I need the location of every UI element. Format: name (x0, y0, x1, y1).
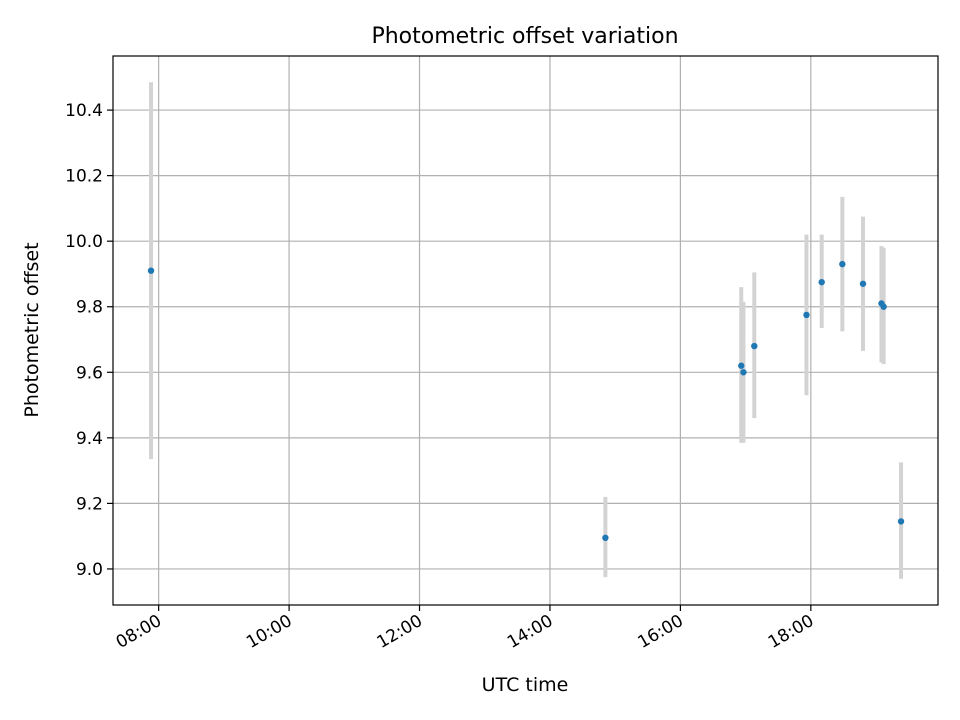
data-point (897, 518, 905, 525)
data-point (738, 362, 745, 369)
data-point (803, 311, 810, 319)
chart-title: Photometric offset variation (371, 24, 678, 49)
data-point (880, 303, 887, 310)
x-axis-label: UTC time (482, 674, 569, 696)
y-axis-label: Photometric offset (21, 242, 43, 417)
plot-frame (112, 55, 939, 606)
data-points (147, 260, 905, 542)
data-point (147, 267, 155, 274)
y-tick-label: 10.0 (65, 232, 103, 252)
data-point (859, 280, 867, 287)
y-tick-label: 9.6 (76, 363, 103, 383)
y-axis-ticks: 9.0 9.2 9.4 9.6 9.8 10.0 10.2 10.4 (65, 101, 113, 580)
plot-area (113, 56, 938, 605)
data-point (751, 342, 758, 350)
y-tick-label: 9.0 (76, 560, 103, 580)
y-tick-label: 9.4 (76, 429, 103, 449)
grid-lines (113, 56, 938, 605)
y-tick-label: 9.8 (76, 298, 103, 318)
data-point (818, 278, 825, 286)
y-tick-label: 9.2 (76, 494, 103, 514)
y-tick-label: 10.2 (65, 167, 103, 187)
data-point (740, 369, 747, 376)
data-point (602, 534, 609, 542)
y-tick-label: 10.4 (65, 101, 103, 121)
data-point (839, 260, 846, 268)
